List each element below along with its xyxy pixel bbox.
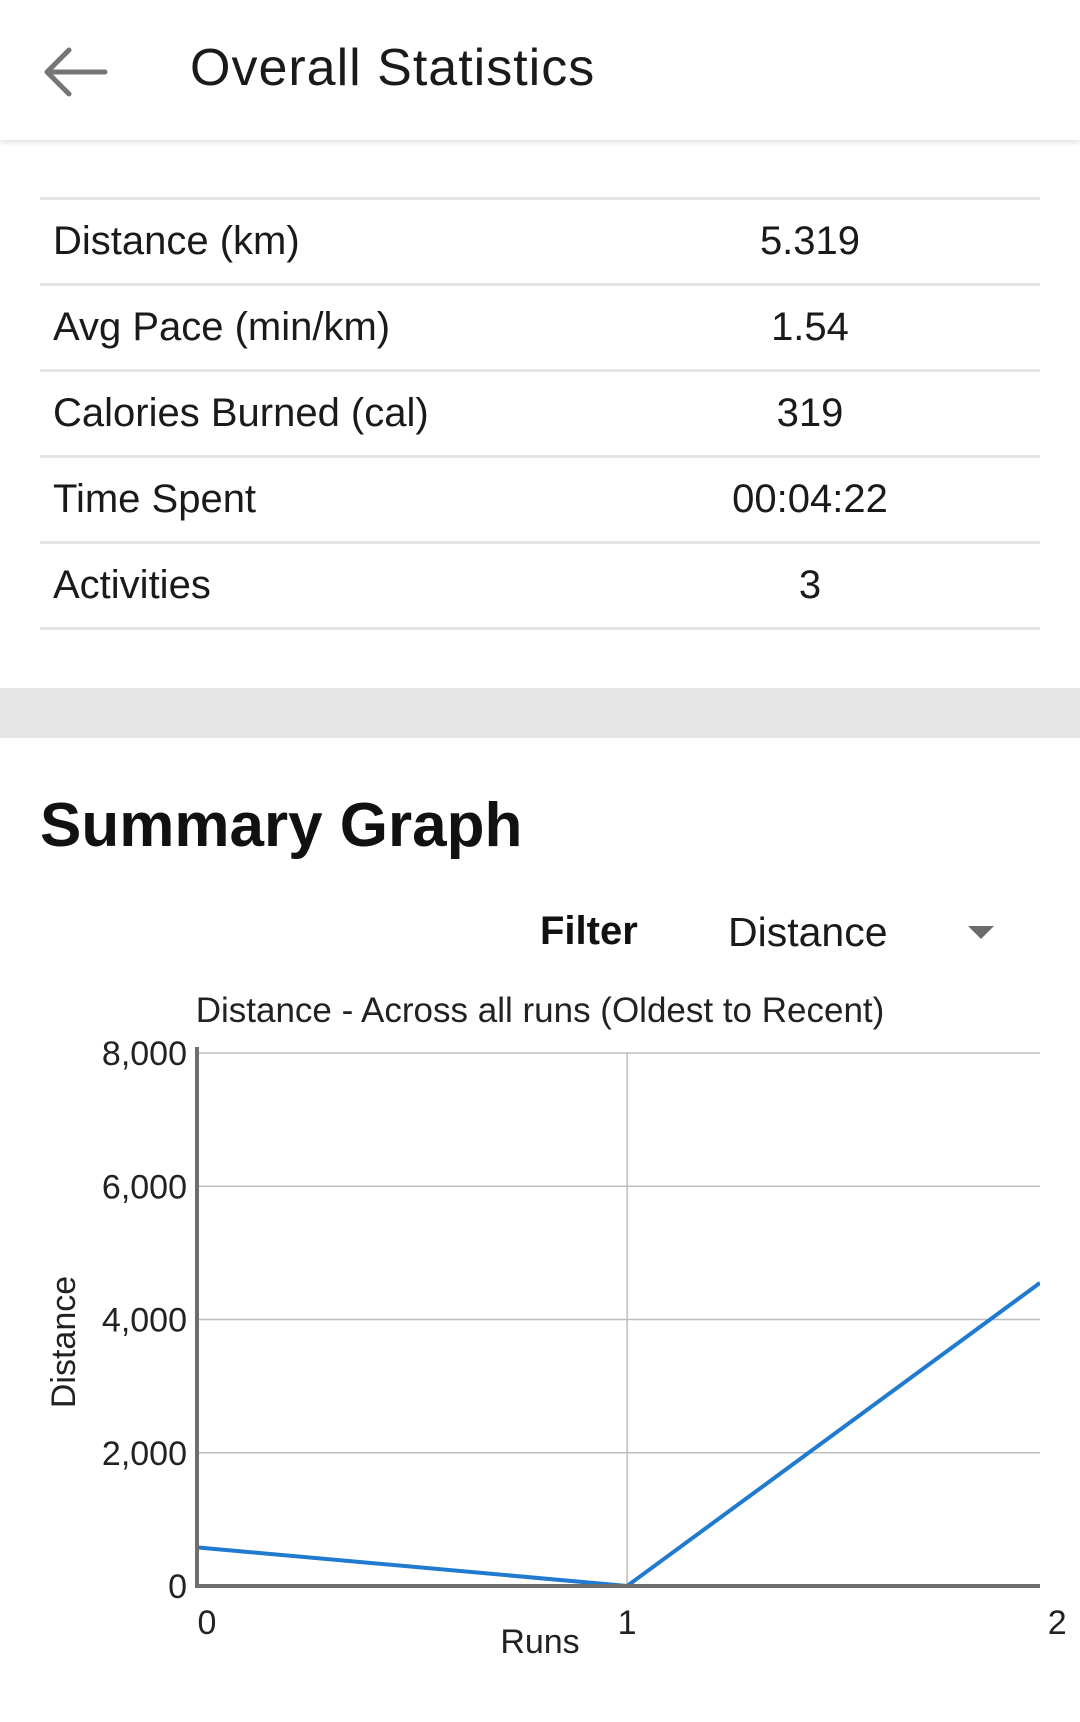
x-tick-label: 1	[618, 1604, 637, 1642]
chart-title: Distance - Across all runs (Oldest to Re…	[196, 991, 885, 1030]
stat-label: Distance (km)	[53, 219, 300, 263]
stat-label: Avg Pace (min/km)	[53, 305, 391, 349]
filter-label: Filter	[540, 909, 638, 953]
x-axis-label: Runs	[500, 1623, 579, 1661]
summary-graph-title: Summary Graph	[40, 791, 523, 860]
stat-value: 00:04:22	[732, 477, 888, 521]
y-tick-label: 0	[168, 1568, 187, 1606]
y-tick-label: 4,000	[102, 1302, 187, 1340]
back-button[interactable]	[30, 28, 118, 116]
stat-row-calories: Calories Burned (cal) 319	[40, 372, 1040, 458]
stat-value: 319	[776, 391, 844, 435]
summary-chart: Distance - Across all runs (Oldest to Re…	[45, 991, 1067, 1661]
stat-label: Time Spent	[53, 477, 257, 521]
y-axis-label: Distance	[45, 1276, 83, 1408]
page-title: Overall Statistics	[190, 39, 596, 97]
filter-dropdown[interactable]: Distance	[728, 900, 1008, 964]
filter-selected-value: Distance	[728, 908, 888, 955]
y-tick-label: 6,000	[102, 1168, 187, 1206]
stat-row-activities: Activities 3	[40, 544, 1040, 630]
x-tick-label: 2	[1048, 1604, 1067, 1642]
stat-row-avg-pace: Avg Pace (min/km) 1.54	[40, 286, 1040, 372]
section-divider	[0, 688, 1080, 738]
x-tick-label: 0	[198, 1604, 217, 1642]
stat-row-time-spent: Time Spent 00:04:22	[40, 458, 1040, 544]
series-line-distance	[196, 1281, 1040, 1588]
app-bar: Overall Statistics	[0, 0, 1080, 140]
arrow-left-icon	[44, 47, 108, 97]
caret-down-icon	[968, 926, 994, 939]
stat-value: 5.319	[759, 219, 861, 263]
stat-label: Calories Burned (cal)	[53, 391, 429, 435]
stats-table: Distance (km) 5.319 Avg Pace (min/km) 1.…	[40, 197, 1040, 630]
stat-row-distance: Distance (km) 5.319	[40, 200, 1040, 286]
stat-value: 3	[798, 563, 822, 607]
stat-label: Activities	[53, 563, 211, 607]
stat-value: 1.54	[771, 305, 849, 349]
y-tick-label: 8,000	[102, 1035, 187, 1073]
y-tick-label: 2,000	[102, 1435, 187, 1473]
